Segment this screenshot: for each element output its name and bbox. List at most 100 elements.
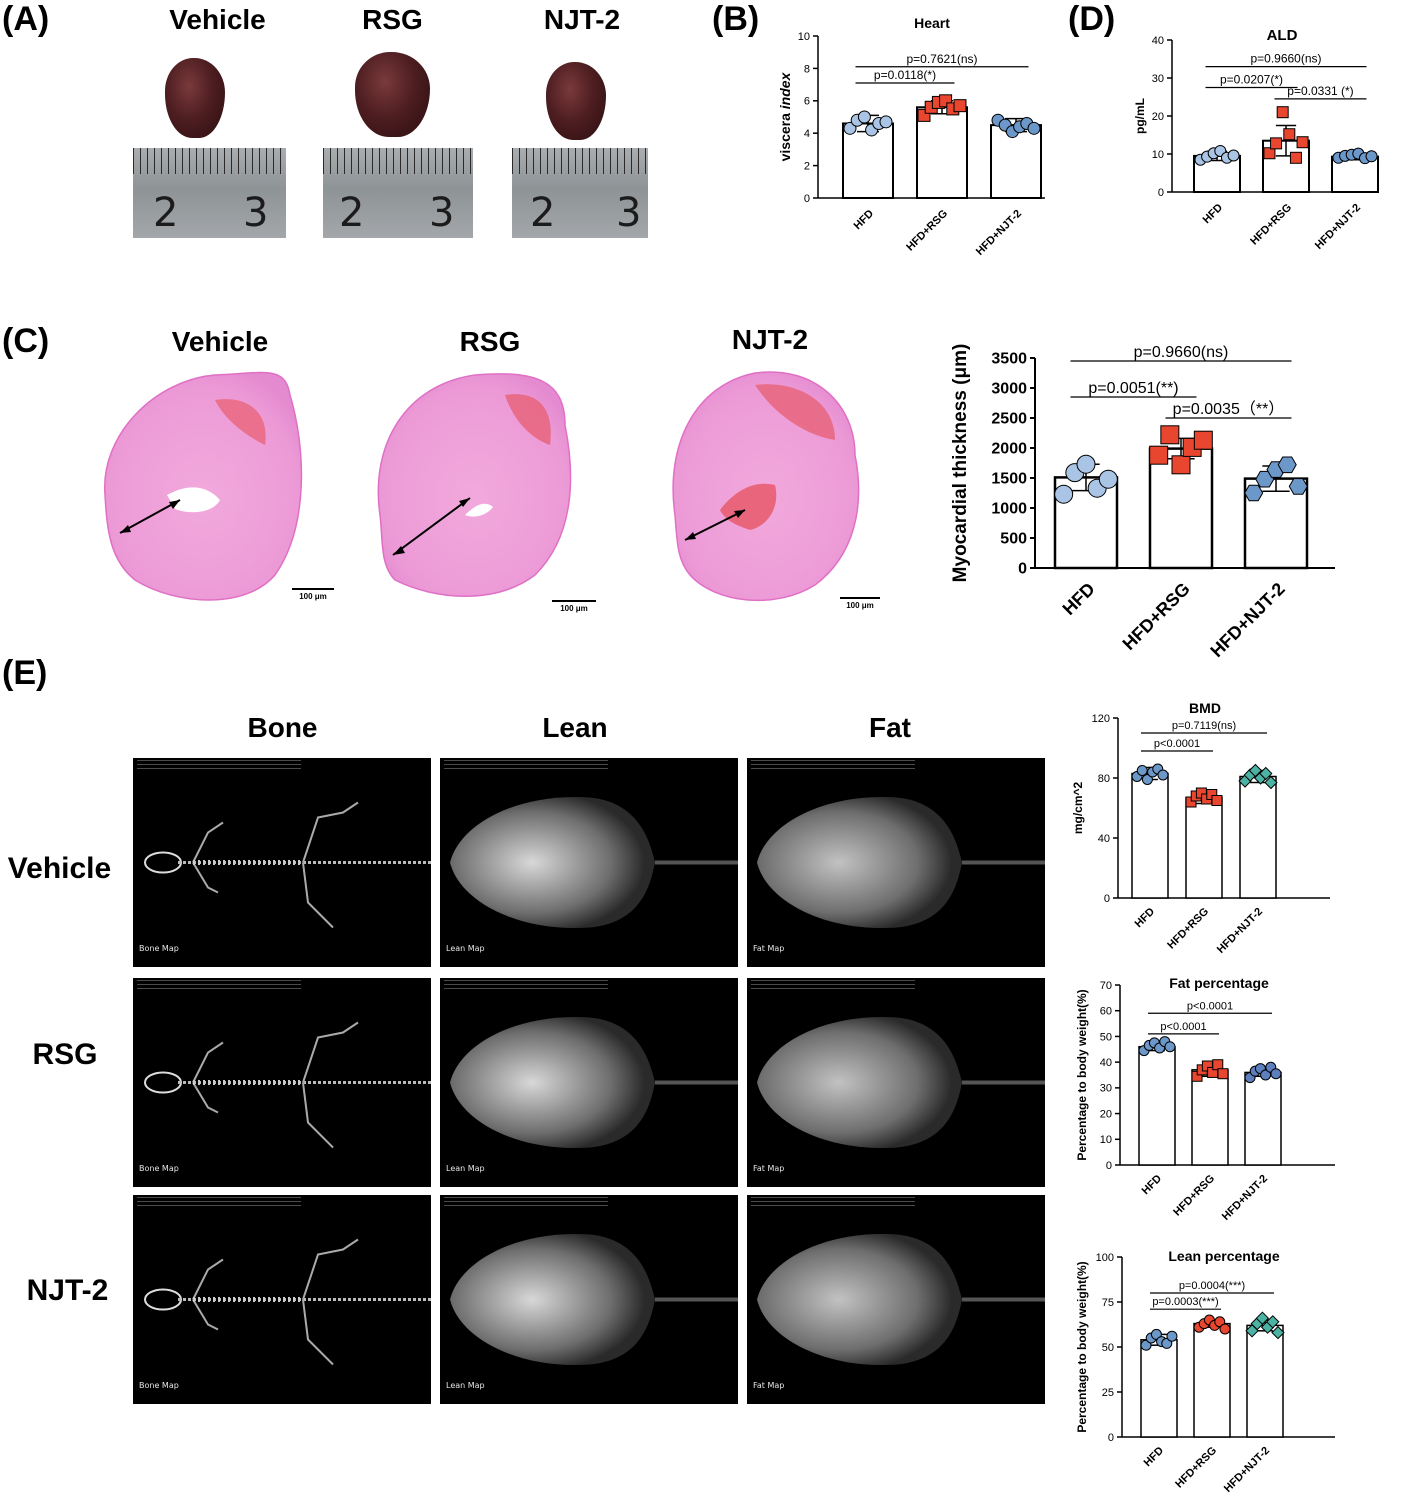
p-value-label: p=0.9660(ns): [1134, 344, 1229, 361]
data-point: [857, 110, 871, 124]
x-tick-label: HFD+NJT-2: [1222, 1445, 1272, 1495]
photo-label-njt2: NJT-2: [543, 4, 621, 35]
bar-hfd-njt-2: [1239, 775, 1277, 899]
y-tick-label: 2: [804, 160, 810, 172]
data-point: [1296, 136, 1309, 149]
thickness-arrow-njt2: [684, 509, 746, 541]
y-tick-label: 0: [804, 193, 810, 205]
myocardial-thickness-chart: 0 500 1000 1500 2000 2500 3000 3500 Myocardial t…: [950, 344, 1335, 661]
x-tick-label: HFD+RSG: [1165, 906, 1211, 952]
photo-label-rsg: RSG: [362, 4, 423, 35]
histo-label-rsg: RSG: [459, 326, 521, 357]
y-tick-label: 40: [1152, 35, 1164, 47]
scale-text-rsg: 100 μm: [560, 604, 588, 613]
dexa-lean-map-vehicle: Lean Map: [440, 758, 738, 967]
dexa-map-label: Bone Map: [139, 1164, 179, 1173]
data-point: [1166, 1330, 1178, 1342]
y-axis-label: mg/cm^2: [1071, 781, 1085, 834]
dexa-fat-map-rsg: Fat Map: [747, 978, 1045, 1187]
y-axis-label: pg/mL: [1133, 98, 1147, 134]
x-tick-label: HFD+NJT-2: [1313, 202, 1363, 252]
dexa-map-label: Fat Map: [753, 1164, 785, 1173]
p-value-label: p=0.0004(***): [1179, 1280, 1245, 1292]
panel-label-c: (C): [2, 322, 50, 360]
panel-label-a: (A): [2, 0, 50, 38]
dexa-row-njt2: NJT-2: [26, 1274, 109, 1307]
p-value-label: p=0.0207(*): [1220, 73, 1283, 87]
chart-title: BMD: [1189, 700, 1221, 716]
data-point: [1157, 769, 1169, 781]
chart-title: Fat percentage: [1169, 975, 1269, 991]
bar-hfd-rsg: [1185, 796, 1223, 899]
x-tick-label: HFD+RSG: [1173, 1445, 1219, 1491]
heart-photo-njt2: [546, 62, 606, 140]
y-tick-label: 60: [1100, 1006, 1112, 1018]
dexa-map-label: Lean Map: [446, 944, 485, 953]
y-tick-label: 100: [1096, 1252, 1114, 1264]
dexa-fat-map-vehicle: Fat Map: [747, 758, 1045, 967]
x-tick-label: HFD+NJT-2: [1220, 1173, 1270, 1223]
data-point: [1149, 445, 1169, 465]
data-point: [1193, 430, 1213, 450]
data-point: [1255, 1311, 1270, 1325]
y-tick-label: 30: [1152, 73, 1164, 85]
x-tick-label: HFD+RSG: [1248, 202, 1294, 248]
p-value-label: p<0.0001: [1154, 738, 1200, 750]
y-tick-label: 120: [1092, 713, 1110, 725]
data-point: [1277, 456, 1297, 474]
y-tick-label: 2500: [991, 411, 1027, 428]
p-value-label: p=0.0035（**）: [1173, 400, 1285, 418]
heart-index-chart: Heart 0 2 4 6 8 10 viscera index HFD HFD+RSG HFD+N…: [777, 15, 1045, 258]
data-point: [879, 115, 893, 129]
data-point: [1270, 137, 1283, 150]
data-point: [1141, 774, 1153, 785]
dexa-col-lean: Lean: [542, 712, 608, 743]
p-value-label: p=0.7119(ns): [1172, 720, 1236, 732]
y-tick-label: 0: [1108, 1432, 1114, 1444]
scale-bar-vehicle: [292, 588, 334, 590]
data-point: [1283, 128, 1296, 141]
chart-title: Heart: [914, 15, 950, 31]
data-point: [1217, 1068, 1229, 1080]
dexa-bone-map-njt-2: Bone Map: [133, 1195, 431, 1404]
y-axis-label: Percentage to body weight(%): [1075, 1261, 1089, 1432]
data-point: [1276, 106, 1289, 119]
x-tick-label: HFD: [1140, 1173, 1165, 1198]
data-point: [1270, 1068, 1282, 1080]
data-point: [1212, 1059, 1224, 1071]
data-point: [1027, 121, 1041, 135]
bar-hfd-njt-2: [1244, 1071, 1282, 1166]
dexa-lean-map-rsg: Lean Map: [440, 978, 738, 1187]
heart-photo-rsg: [355, 52, 430, 137]
dexa-map-label: Bone Map: [139, 1381, 179, 1390]
bar-hfd-rsg: [1193, 1322, 1231, 1438]
data-point: [1260, 1069, 1272, 1081]
y-axis-label: Percentage to body weight(%): [1075, 989, 1089, 1160]
chart-title: ALD: [1267, 27, 1298, 44]
y-tick-label: 3000: [991, 381, 1027, 398]
data-point: [1211, 795, 1223, 806]
p-value-label: p=0.0118(*): [874, 68, 936, 82]
scale-bar-rsg: [552, 600, 596, 602]
dexa-lean-map-njt-2: Lean Map: [440, 1195, 738, 1404]
data-point: [1160, 425, 1180, 445]
data-point: [1054, 484, 1074, 504]
y-axis-label: Myocardial thickness (μm): [950, 344, 971, 583]
x-tick-label: HFD+NJT-2: [974, 208, 1024, 258]
x-tick-label: HFD: [1142, 1445, 1167, 1470]
panel-label-b: (B): [712, 0, 760, 38]
thickness-arrow-vehicle: [119, 499, 181, 534]
bar-hfd: [1140, 1339, 1178, 1438]
bar-hfd: [1138, 1045, 1176, 1166]
data-point: [1227, 149, 1240, 162]
x-tick-label: HFD+RSG: [1171, 1173, 1217, 1219]
data-point: [1259, 766, 1273, 781]
x-tick-label: HFD+RSG: [1119, 579, 1194, 654]
histology-vehicle: [104, 371, 303, 601]
y-tick-label: 40: [1100, 1057, 1112, 1069]
data-point: [843, 121, 857, 135]
scale-bar-njt2: [840, 597, 880, 599]
y-tick-label: 8: [804, 63, 810, 75]
scale-text-njt2: 100 μm: [846, 601, 874, 610]
y-tick-label: 40: [1098, 833, 1110, 845]
